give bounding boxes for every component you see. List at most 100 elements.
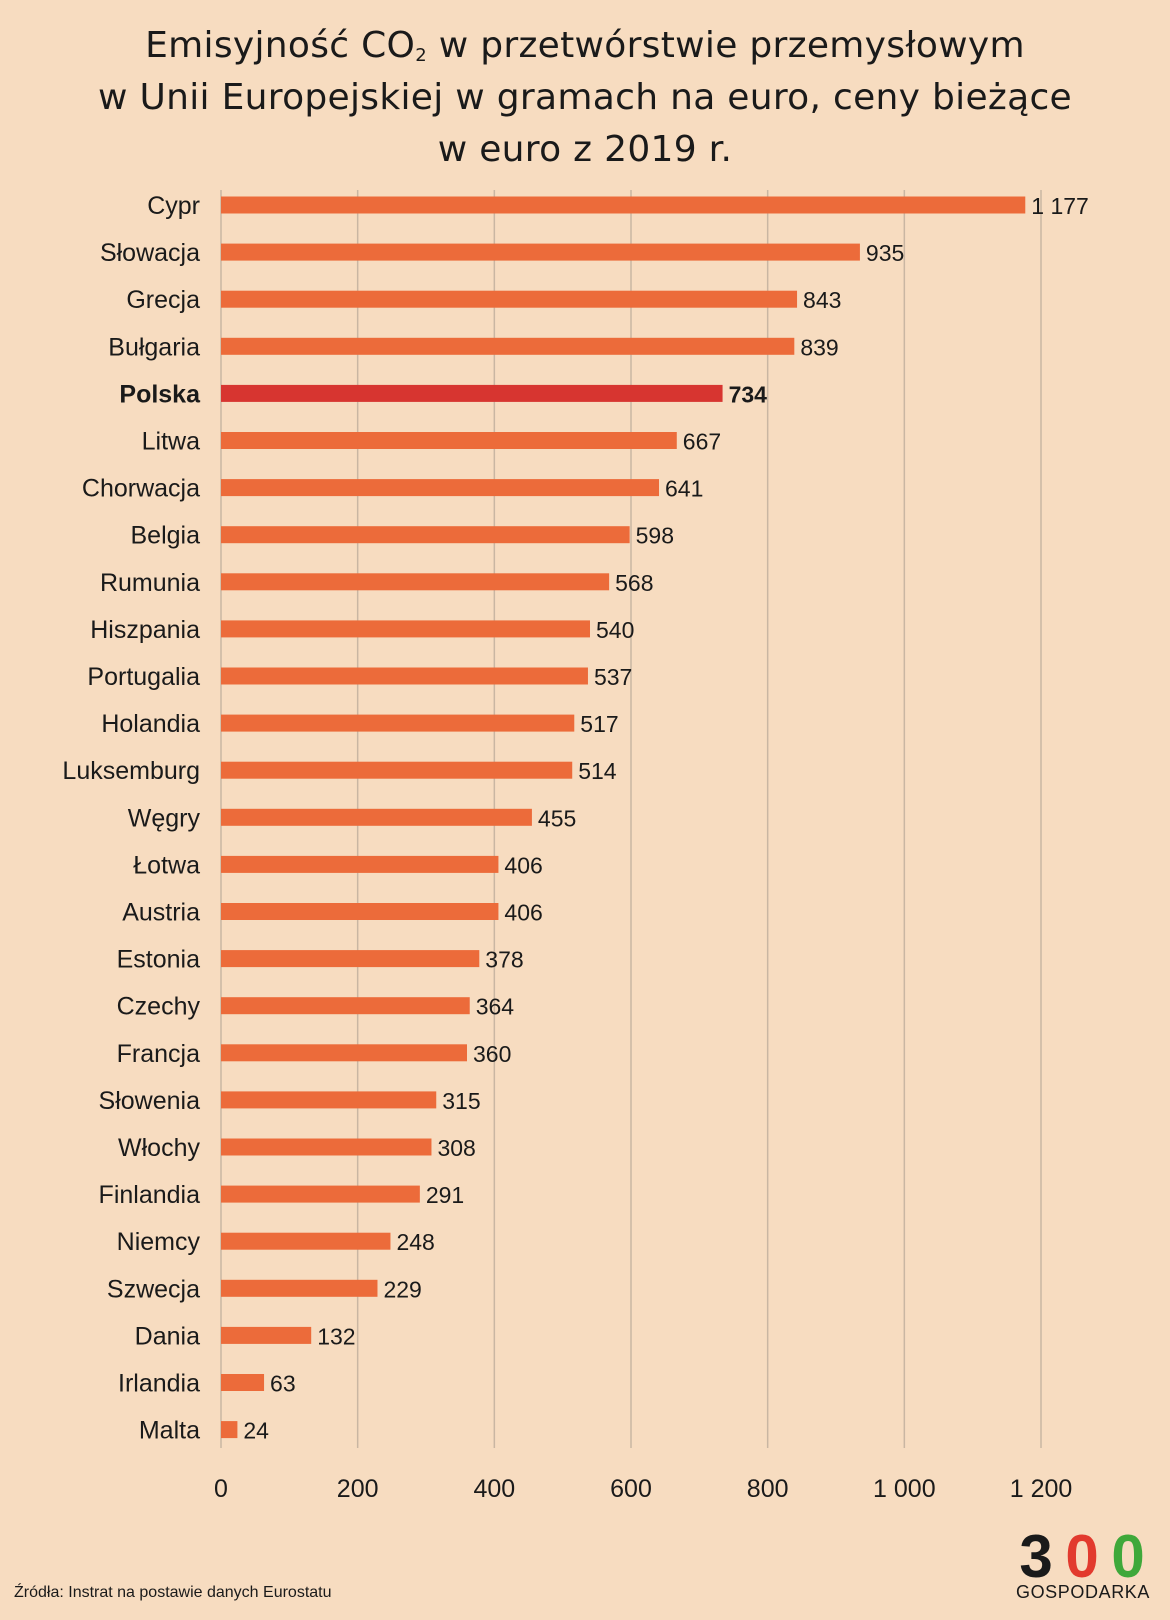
value-label-cypr: 1 177 bbox=[1031, 193, 1089, 219]
bar-malta bbox=[221, 1421, 238, 1439]
bar-niemcy bbox=[221, 1232, 391, 1250]
title-line-1: Emisyjność CO2 w przetwórstwie przemysło… bbox=[145, 25, 1025, 66]
category-label-wlochy: Włochy bbox=[118, 1134, 200, 1162]
value-label-belgia: 598 bbox=[636, 523, 674, 549]
title-line-3: w euro z 2019 r. bbox=[437, 129, 733, 170]
x-tick-label-200: 200 bbox=[337, 1475, 379, 1500]
category-label-litwa: Litwa bbox=[142, 428, 200, 456]
category-label-austria: Austria bbox=[122, 899, 200, 927]
bar-grecja bbox=[221, 290, 798, 308]
value-label-wlochy: 308 bbox=[437, 1135, 475, 1161]
bar-portugalia bbox=[221, 667, 588, 685]
category-label-szwecja: Szwecja bbox=[107, 1275, 200, 1303]
bar-bulgaria bbox=[221, 337, 795, 355]
category-label-niemcy: Niemcy bbox=[117, 1228, 201, 1256]
bar-slowacja bbox=[221, 243, 860, 261]
x-tick-label-600: 600 bbox=[610, 1475, 652, 1500]
category-label-czechy: Czechy bbox=[117, 993, 201, 1021]
category-label-irlandia: Irlandia bbox=[118, 1370, 200, 1398]
bars bbox=[221, 196, 1026, 1439]
x-tick-label-1200: 1 200 bbox=[1010, 1475, 1073, 1500]
category-label-dania: Dania bbox=[135, 1322, 200, 1350]
value-label-litwa: 667 bbox=[683, 429, 721, 455]
value-label-slowenia: 315 bbox=[442, 1088, 480, 1114]
value-label-luksemburg: 514 bbox=[578, 758, 617, 784]
x-axis-ticks: 0 200 400 600 800 1 000 1 200 bbox=[214, 1475, 1072, 1500]
value-label-czechy: 364 bbox=[476, 994, 515, 1020]
x-tick-label-1000: 1 000 bbox=[873, 1475, 936, 1500]
value-label-dania: 132 bbox=[317, 1323, 355, 1349]
value-label-portugalia: 537 bbox=[594, 664, 632, 690]
category-label-chorwacja: Chorwacja bbox=[82, 475, 200, 503]
value-label-holandia: 517 bbox=[580, 711, 618, 737]
value-label-malta: 24 bbox=[243, 1418, 269, 1444]
value-label-chorwacja: 641 bbox=[665, 476, 703, 502]
logo-caption: GOSPODARKA bbox=[1015, 1582, 1151, 1602]
logo-digit-3: 3 bbox=[1019, 1530, 1052, 1582]
value-label-wegry: 455 bbox=[538, 805, 576, 831]
value-label-rumunia: 568 bbox=[615, 570, 653, 596]
bar-czechy bbox=[221, 997, 470, 1015]
bar-litwa bbox=[221, 432, 677, 449]
value-label-niemcy: 248 bbox=[396, 1229, 434, 1255]
category-label-luksemburg: Luksemburg bbox=[62, 757, 200, 785]
category-label-francja: Francja bbox=[117, 1040, 200, 1068]
bar-luksemburg bbox=[221, 761, 573, 779]
category-label-finlandia: Finlandia bbox=[99, 1181, 201, 1209]
value-label-irlandia: 63 bbox=[270, 1371, 296, 1397]
category-label-rumunia: Rumunia bbox=[100, 569, 200, 597]
bar-cypr bbox=[221, 196, 1026, 214]
bar-lotwa bbox=[221, 855, 499, 873]
bar-estonia bbox=[221, 950, 480, 968]
bar-francja bbox=[221, 1044, 467, 1062]
chart-title: Emisyjność CO2 w przetwórstwie przemysło… bbox=[0, 20, 1170, 176]
bar-chorwacja bbox=[221, 479, 660, 497]
value-label-francja: 360 bbox=[473, 1041, 511, 1067]
x-tick-label-400: 400 bbox=[473, 1475, 515, 1500]
category-label-polska: Polska bbox=[119, 380, 201, 408]
bar-irlandia bbox=[221, 1374, 265, 1391]
category-label-slowacja: Słowacja bbox=[100, 239, 200, 267]
category-label-wegry: Węgry bbox=[128, 804, 201, 832]
bar-chart: Cypr Słowacja Grecja Bułgaria Polska Litwa Cho… bbox=[62, 190, 1089, 1500]
bar-slowenia bbox=[221, 1091, 437, 1109]
value-label-szwecja: 229 bbox=[383, 1276, 421, 1302]
value-label-estonia: 378 bbox=[485, 947, 523, 973]
value-labels: 1 177 935 843 839 734 667 641 598 568 540 537 517 51… bbox=[243, 193, 1088, 1444]
value-label-grecja: 843 bbox=[803, 287, 841, 313]
bar-finlandia bbox=[221, 1185, 420, 1203]
category-label-slowenia: Słowenia bbox=[99, 1087, 201, 1115]
value-label-polska: 734 bbox=[729, 381, 768, 407]
bar-holandia bbox=[221, 714, 575, 732]
bar-belgia bbox=[221, 526, 630, 544]
category-label-lotwa: Łotwa bbox=[133, 851, 200, 879]
source-note: Źródła: Instrat na postawie danych Euros… bbox=[14, 1584, 332, 1601]
category-label-belgia: Belgia bbox=[131, 522, 201, 550]
category-label-portugalia: Portugalia bbox=[87, 663, 200, 691]
bar-szwecja bbox=[221, 1279, 378, 1297]
title-line-2: w Unii Europejskiej w gramach na euro, c… bbox=[98, 77, 1072, 118]
bar-dania bbox=[221, 1326, 312, 1344]
category-label-grecja: Grecja bbox=[126, 286, 200, 314]
value-label-hiszpania: 540 bbox=[596, 617, 634, 643]
value-label-austria: 406 bbox=[504, 900, 542, 926]
category-label-cypr: Cypr bbox=[147, 192, 200, 220]
bar-hiszpania bbox=[221, 620, 590, 638]
logo-digits: 3 0 0 bbox=[1019, 1530, 1144, 1582]
category-label-malta: Malta bbox=[139, 1417, 200, 1445]
category-labels: Cypr Słowacja Grecja Bułgaria Polska Litwa Cho… bbox=[62, 192, 201, 1445]
value-label-slowacja: 935 bbox=[866, 240, 904, 266]
bar-wlochy bbox=[221, 1138, 432, 1156]
category-label-holandia: Holandia bbox=[101, 710, 200, 738]
bar-rumunia bbox=[221, 573, 610, 591]
bar-polska bbox=[221, 384, 723, 402]
bar-wegry bbox=[221, 808, 532, 826]
logo-digit-0-red: 0 bbox=[1065, 1530, 1098, 1582]
logo-digit-0-green: 0 bbox=[1111, 1530, 1144, 1582]
value-label-finlandia: 291 bbox=[426, 1182, 464, 1208]
bar-austria bbox=[221, 903, 499, 920]
x-tick-label-800: 800 bbox=[747, 1475, 789, 1500]
category-label-estonia: Estonia bbox=[117, 946, 200, 974]
category-label-bulgaria: Bułgaria bbox=[108, 333, 200, 361]
x-tick-label-0: 0 bbox=[214, 1475, 228, 1500]
